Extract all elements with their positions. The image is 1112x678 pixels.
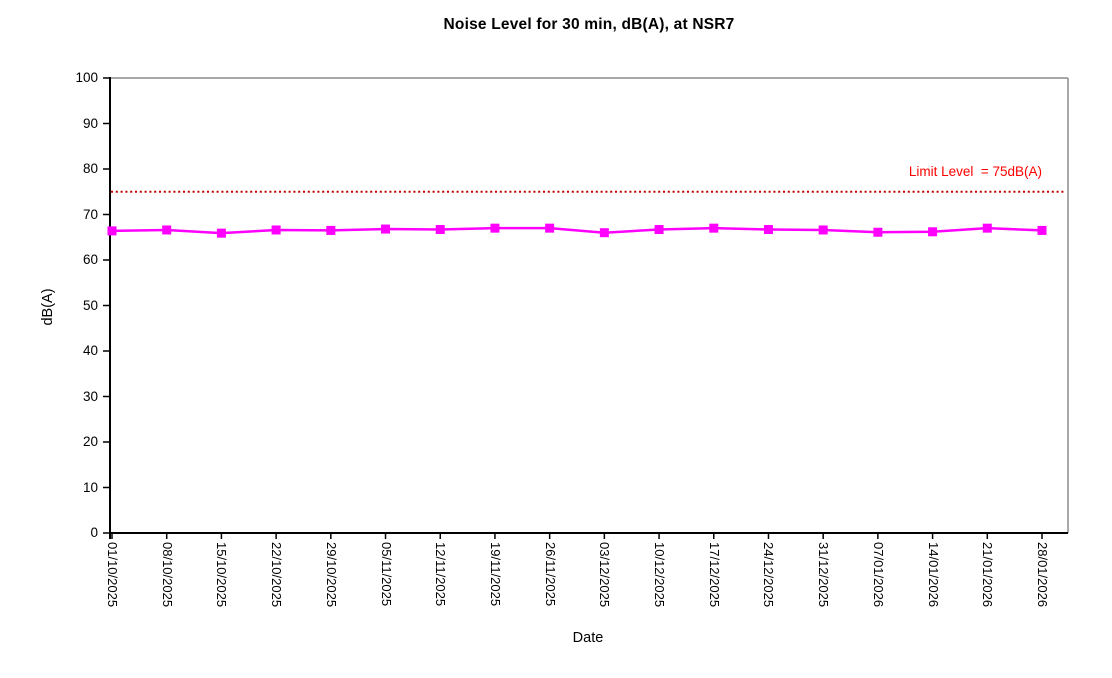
x-tick-label: 17/12/2025 xyxy=(706,542,722,608)
x-tick-label: 26/11/2025 xyxy=(542,542,558,607)
x-tick-label: 07/01/2026 xyxy=(870,542,886,608)
data-point-marker xyxy=(709,223,719,233)
data-point-marker xyxy=(928,227,938,237)
limit-level-label: Limit Level = 75dB(A) xyxy=(908,164,1042,179)
y-tick-label: 60 xyxy=(82,252,98,267)
data-point-marker xyxy=(326,225,336,235)
y-axis-title: dB(A) xyxy=(40,288,56,326)
y-tick-label: 80 xyxy=(82,161,98,176)
x-tick-label: 08/10/2025 xyxy=(159,542,175,608)
x-tick-label: 05/11/2025 xyxy=(378,542,394,607)
data-point-marker xyxy=(162,225,172,235)
x-tick-label: 22/10/2025 xyxy=(269,542,285,608)
x-tick-label: 14/01/2026 xyxy=(925,542,941,608)
y-tick-label: 30 xyxy=(82,388,98,404)
data-point-marker xyxy=(982,223,992,233)
data-point-marker xyxy=(216,228,226,238)
data-point-marker xyxy=(271,225,281,235)
y-tick-label: 10 xyxy=(82,479,98,495)
chart-title: Noise Level for 30 min, dB(A), at NSR7 xyxy=(443,16,735,33)
data-point-marker xyxy=(818,225,828,235)
data-point-marker xyxy=(599,228,609,238)
x-tick-label: 28/01/2026 xyxy=(1035,542,1050,608)
y-tick-label: 50 xyxy=(82,297,98,313)
data-point-marker xyxy=(435,225,445,235)
x-tick-label: 03/12/2025 xyxy=(597,542,613,608)
y-tick-label: 100 xyxy=(75,70,98,85)
x-tick-label: 24/12/2025 xyxy=(761,542,777,608)
x-tick-label: 19/11/2025 xyxy=(487,542,503,607)
y-tick-label: 90 xyxy=(82,115,98,131)
x-tick-label: 15/10/2025 xyxy=(214,542,230,608)
data-point-marker xyxy=(873,227,883,237)
x-tick-label: 01/10/2025 xyxy=(105,542,120,608)
noise-level-line xyxy=(111,226,1043,235)
y-tick-label: 70 xyxy=(82,206,98,222)
data-point-marker xyxy=(490,223,500,233)
y-tick-label: 0 xyxy=(90,525,98,540)
y-tick-label: 20 xyxy=(82,434,98,449)
data-point-marker xyxy=(1037,225,1047,235)
x-axis-title: Date xyxy=(572,630,604,646)
data-point-marker xyxy=(545,223,555,233)
x-tick-label: 31/12/2025 xyxy=(816,542,832,608)
data-point-marker xyxy=(381,224,391,234)
x-tick-label: 10/12/2025 xyxy=(652,542,668,608)
x-tick-label: 29/10/2025 xyxy=(323,542,339,608)
data-point-marker xyxy=(654,225,664,235)
y-tick-label: 40 xyxy=(82,343,98,358)
data-point-marker xyxy=(763,225,773,235)
data-point-marker xyxy=(107,226,117,236)
x-tick-label: 12/11/2025 xyxy=(433,542,449,607)
x-tick-label: 21/01/2026 xyxy=(980,542,996,608)
